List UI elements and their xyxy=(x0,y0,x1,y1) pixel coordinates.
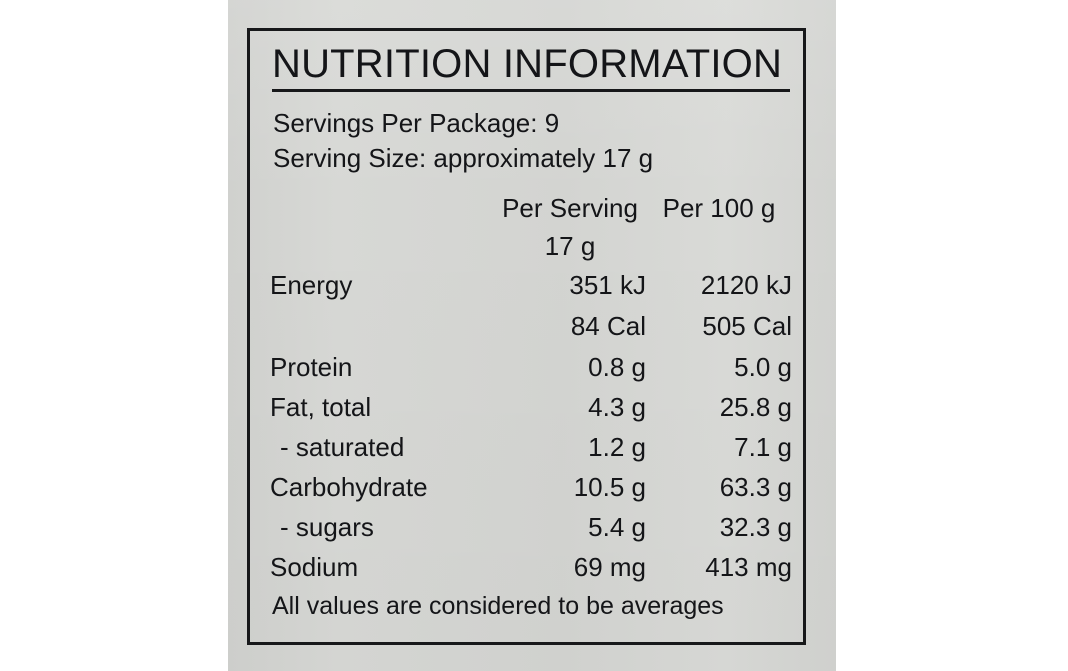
serving-size-text: Serving Size: approximately 17 g xyxy=(273,142,654,173)
nutrient-value-per-serving: 1.2 g xyxy=(588,431,646,462)
nutrient-name: Protein xyxy=(270,351,353,382)
column-header-nutrient xyxy=(270,189,494,227)
servings-summary: Servings Per Package: 9 Serving Size: ap… xyxy=(273,106,787,175)
nutrient-value-per-100g: 505 Cal xyxy=(702,310,792,341)
nutrition-information-panel: NUTRITION INFORMATION Servings Per Packa… xyxy=(247,28,806,645)
table-header-row: Per Serving Per 100 g xyxy=(270,189,792,227)
table-subheader-row: 17 g xyxy=(270,227,792,265)
nutrient-value-per-100g: 25.8 g xyxy=(719,391,792,422)
nutrient-name: Carbohydrate xyxy=(270,471,428,502)
nutrition-table: Per Serving Per 100 g 17 g Energy 351 kJ… xyxy=(270,189,792,587)
nutrient-name: - saturated xyxy=(280,431,405,462)
table-row: - saturated 1.2 g 7.1 g xyxy=(270,427,792,467)
nutrition-panel-content: NUTRITION INFORMATION Servings Per Packa… xyxy=(250,31,803,642)
nutrient-value-per-serving: 10.5 g xyxy=(573,471,646,502)
package-background-panel xyxy=(228,0,836,671)
nutrient-value-per-100g: 7.1 g xyxy=(734,431,792,462)
nutrient-value-per-serving: 5.4 g xyxy=(588,511,646,542)
table-row: Energy 351 kJ 2120 kJ xyxy=(270,265,792,305)
nutrient-name: Sodium xyxy=(270,551,359,582)
nutrient-value-per-serving: 69 mg xyxy=(573,551,646,582)
nutrient-value-per-100g: 5.0 g xyxy=(734,351,792,382)
nutrient-value-per-serving: 351 kJ xyxy=(569,269,646,300)
column-header-per-serving: Per Serving xyxy=(502,192,638,223)
table-row: Protein 0.8 g 5.0 g xyxy=(270,347,792,387)
nutrient-name: Energy xyxy=(270,269,353,300)
nutrient-value-per-serving: 4.3 g xyxy=(588,391,646,422)
subheader-serving-size: 17 g xyxy=(544,230,596,261)
nutrient-value-per-serving: 84 Cal xyxy=(570,310,646,341)
table-row: Sodium 69 mg 413 mg xyxy=(270,547,792,587)
nutrient-value-per-100g: 2120 kJ xyxy=(700,269,792,300)
nutrient-value-per-100g: 63.3 g xyxy=(719,471,792,502)
nutrient-name: Fat, total xyxy=(270,391,372,422)
page-title: NUTRITION INFORMATION xyxy=(272,42,790,93)
nutrient-name xyxy=(270,305,494,347)
table-row: 84 Cal 505 Cal xyxy=(270,305,792,347)
table-row: Fat, total 4.3 g 25.8 g xyxy=(270,387,792,427)
subheader-hundred-blank xyxy=(646,227,792,265)
nutrient-value-per-serving: 0.8 g xyxy=(588,351,646,382)
nutrient-value-per-100g: 413 mg xyxy=(705,551,792,582)
table-row: Carbohydrate 10.5 g 63.3 g xyxy=(270,467,792,507)
nutrient-name: - sugars xyxy=(280,511,374,542)
servings-per-package-text: Servings Per Package: 9 xyxy=(273,108,560,139)
nutrient-value-per-100g: 32.3 g xyxy=(719,511,792,542)
subheader-nutrient-blank xyxy=(270,227,494,265)
table-row: - sugars 5.4 g 32.3 g xyxy=(270,507,792,547)
averages-disclaimer: All values are considered to be averages xyxy=(272,591,724,620)
column-header-per-100g: Per 100 g xyxy=(662,192,776,223)
